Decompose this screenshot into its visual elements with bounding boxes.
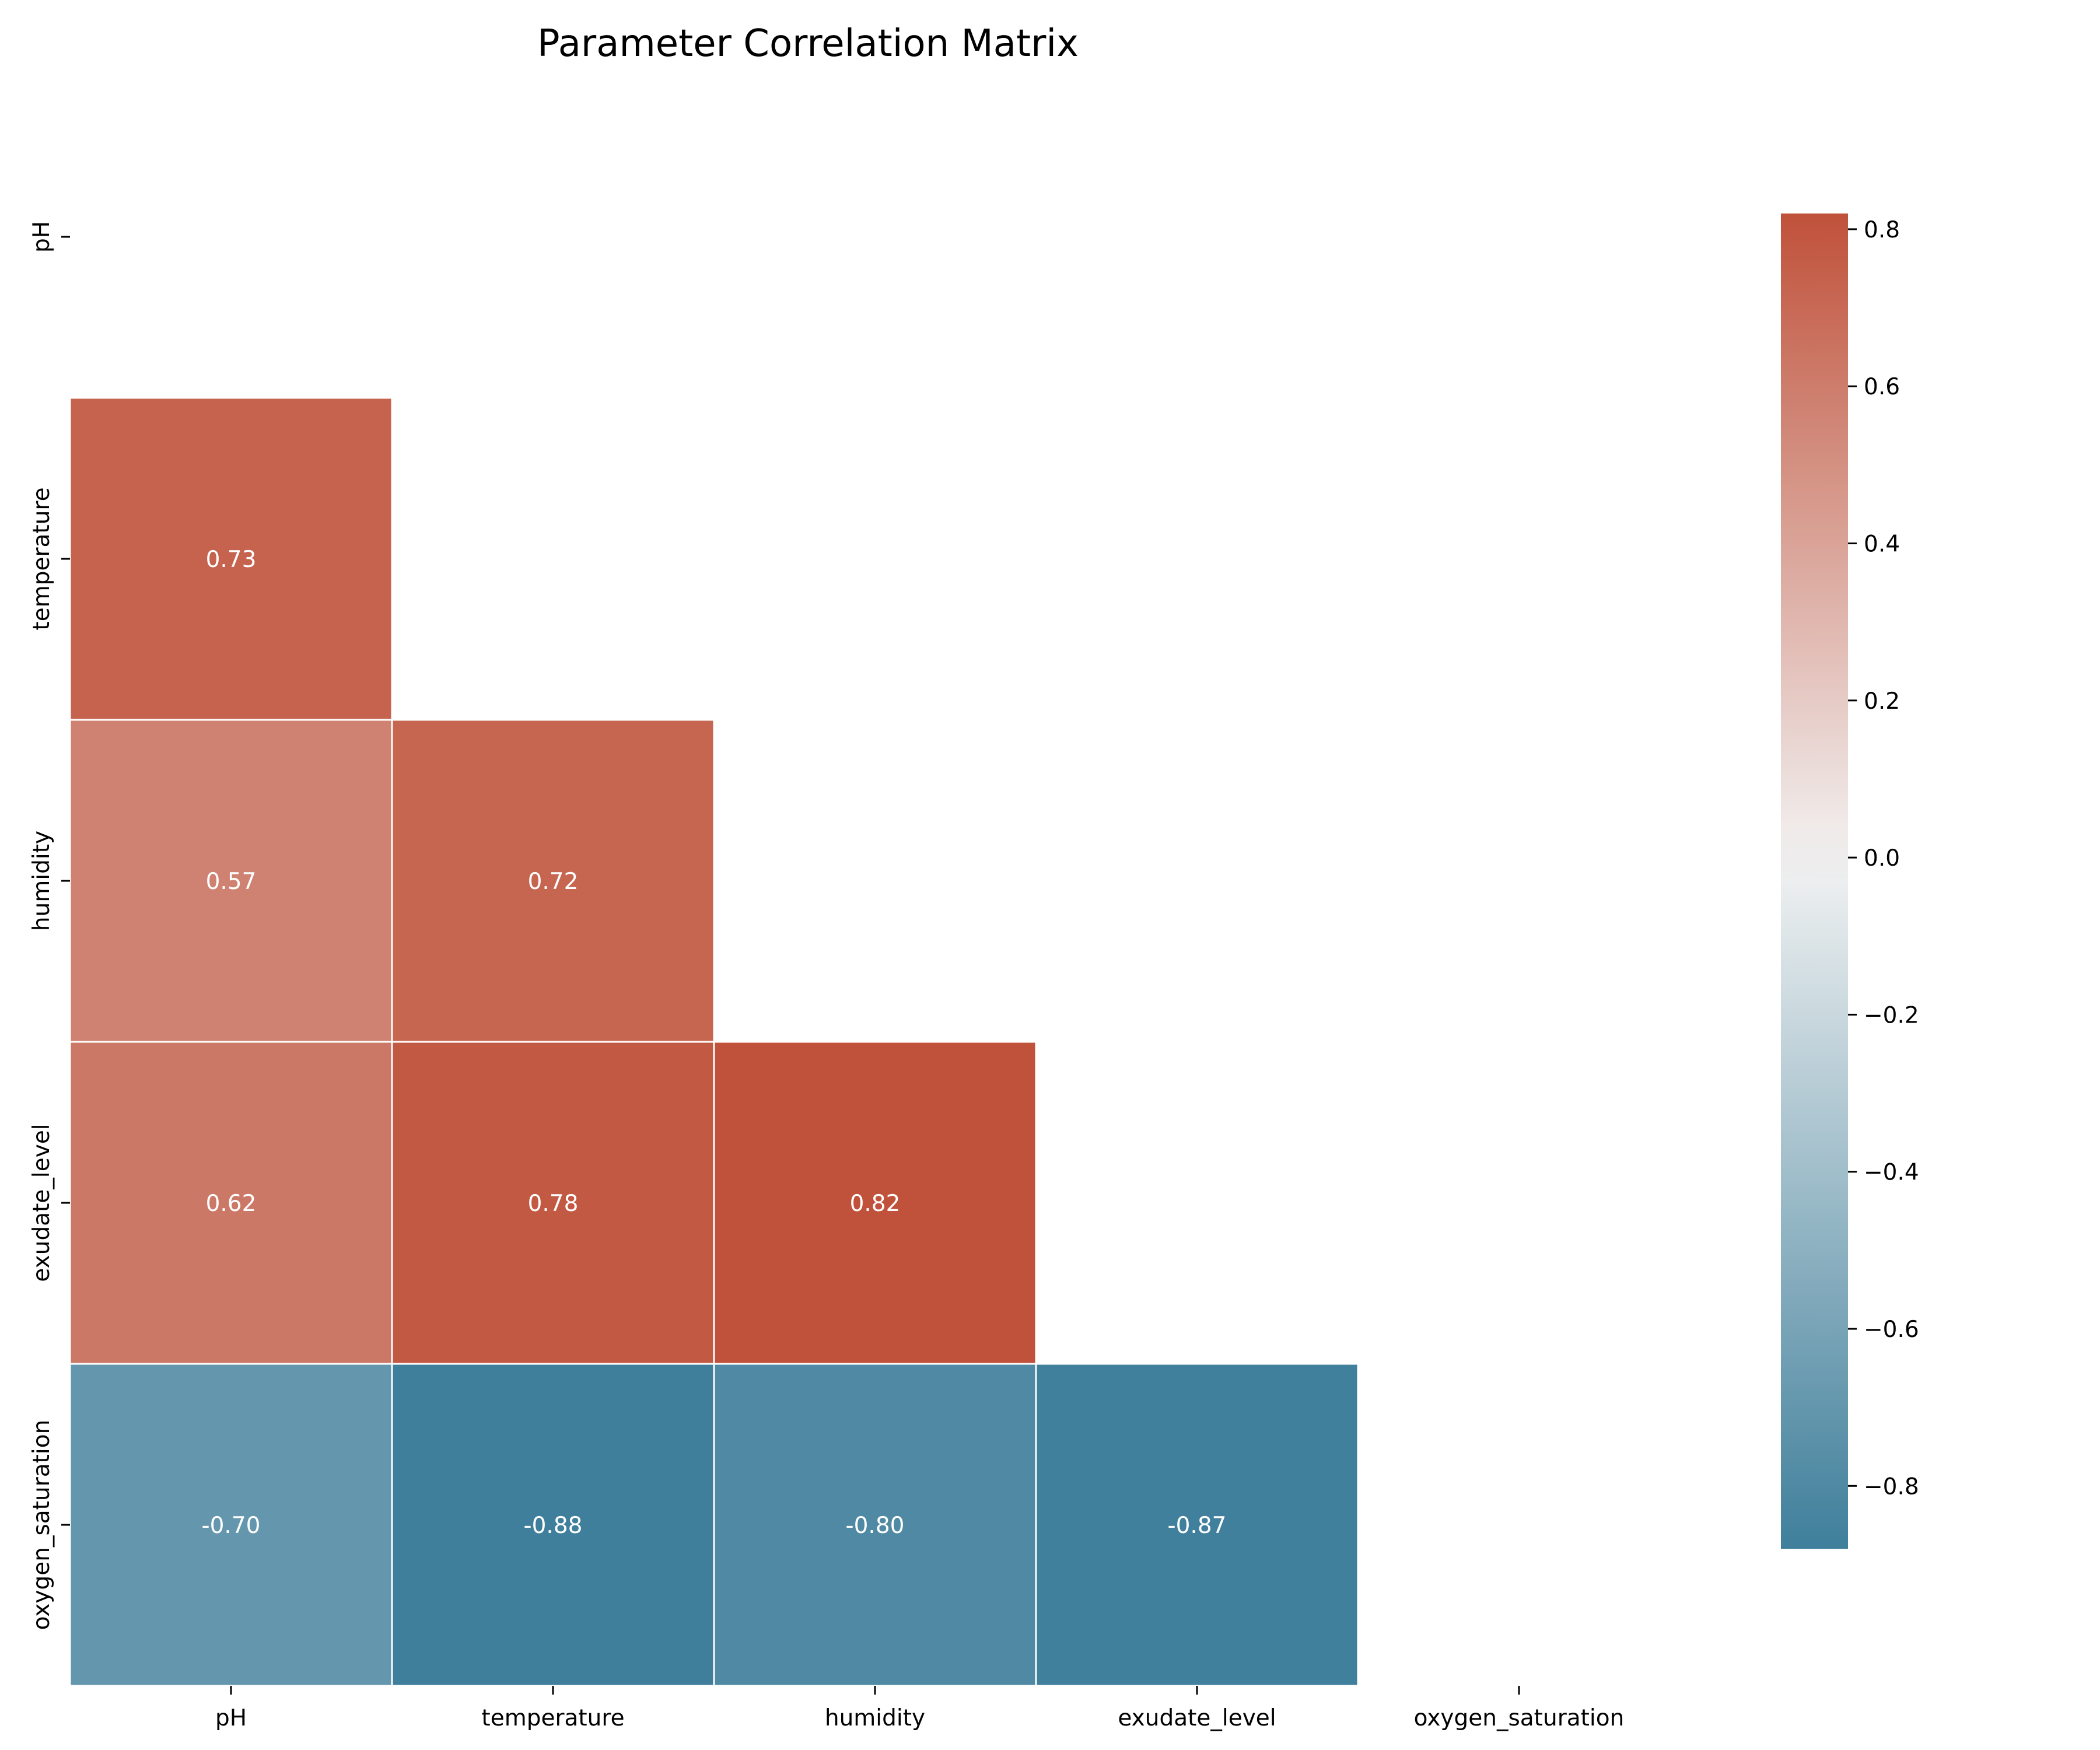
heatmap-cell (69, 1363, 393, 1687)
x-axis: pH temperature humidity exudate_level oxygen… (215, 1686, 1624, 1731)
heatmap-cell (713, 1041, 1037, 1365)
y-tick-label: exudate_level (29, 1124, 55, 1282)
cell-value-label: 0.78 (528, 1191, 579, 1217)
cell-value-label: -0.80 (846, 1513, 905, 1539)
chart-title: Parameter Correlation Matrix (537, 22, 1079, 65)
y-tick-label: pH (29, 221, 55, 253)
heatmap-cells (69, 397, 1359, 1687)
heatmap-cell (69, 397, 393, 721)
colorbar-tick-label: −0.6 (1864, 1317, 1919, 1343)
heatmap-cell (69, 1041, 393, 1365)
y-tick-label: humidity (29, 831, 55, 931)
cell-value-label: -0.70 (202, 1513, 261, 1539)
y-tick-label: temperature (29, 487, 55, 630)
x-tick-label: exudate_level (1118, 1705, 1276, 1731)
heatmap-cell-labels: 0.73 0.57 0.72 0.62 0.78 0.82 -0.70 -0.88 -0.80 -… (202, 547, 1227, 1539)
colorbar-ticks: 0.8 0.6 0.4 0.2 0.0 −0.2 −0.4 −0.6 −0.8 (1848, 217, 1919, 1500)
cell-value-label: 0.62 (206, 1191, 257, 1217)
x-tick-label: humidity (825, 1705, 925, 1731)
colorbar-tick-label: 0.0 (1864, 845, 1900, 872)
cell-value-label: 0.73 (206, 547, 257, 573)
x-tick-label: pH (215, 1705, 247, 1731)
colorbar-tick-label: 0.6 (1864, 374, 1900, 400)
cell-value-label: -0.88 (524, 1513, 583, 1539)
cell-value-label: 0.72 (528, 869, 579, 895)
x-tick-label: oxygen_saturation (1414, 1705, 1625, 1731)
cell-value-label: 0.82 (850, 1191, 901, 1217)
colorbar-tick-label: 0.4 (1864, 531, 1900, 558)
colorbar (1781, 214, 1848, 1549)
colorbar-tick-label: 0.8 (1864, 217, 1900, 243)
colorbar-tick-label: −0.2 (1864, 1002, 1919, 1028)
heatmap-cell (391, 719, 715, 1043)
colorbar-tick-label: −0.4 (1864, 1160, 1919, 1186)
heatmap-cell (1035, 1363, 1359, 1687)
cell-value-label: -0.87 (1168, 1513, 1227, 1539)
y-axis: pH temperature humidity exudate_leveloxygen… (29, 221, 70, 1630)
heatmap-cell (69, 719, 393, 1043)
colorbar-tick-label: 0.2 (1864, 688, 1900, 715)
x-tick-label: temperature (481, 1705, 624, 1731)
heatmap-cell (391, 1363, 715, 1687)
cell-value-label: 0.57 (206, 869, 257, 895)
heatmap-cell (391, 1041, 715, 1365)
colorbar-tick-label: −0.8 (1864, 1474, 1919, 1500)
y-tick-label: oxygen_saturation (29, 1420, 55, 1630)
